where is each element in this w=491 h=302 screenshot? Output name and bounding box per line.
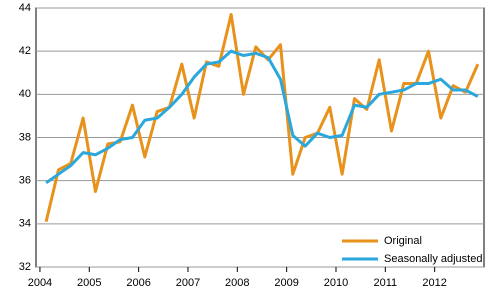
x-tick-label: 2008 (225, 277, 249, 289)
y-tick-label: 32 (19, 261, 31, 273)
x-tick-label: 2005 (77, 277, 101, 289)
y-tick-label: 42 (19, 45, 31, 57)
data-line (44, 12, 480, 223)
x-tick-label: 2009 (274, 277, 298, 289)
x-tick-label: 2004 (28, 277, 52, 289)
x-tick-label: 2012 (422, 277, 446, 289)
legend-label: Seasonally adjusted (384, 253, 482, 265)
data-line (45, 49, 479, 185)
y-tick-label: 38 (19, 131, 31, 143)
x-tick-label: 2010 (324, 277, 348, 289)
y-tick-label: 36 (19, 175, 31, 187)
y-tick-label: 40 (19, 88, 31, 100)
x-tick-label: 2006 (126, 277, 150, 289)
y-tick-label: 44 (19, 2, 31, 14)
x-tick-label: 2011 (373, 277, 397, 289)
legend-label: Original (384, 235, 422, 247)
y-tick-label: 34 (19, 218, 31, 230)
x-tick-label: 2007 (176, 277, 200, 289)
